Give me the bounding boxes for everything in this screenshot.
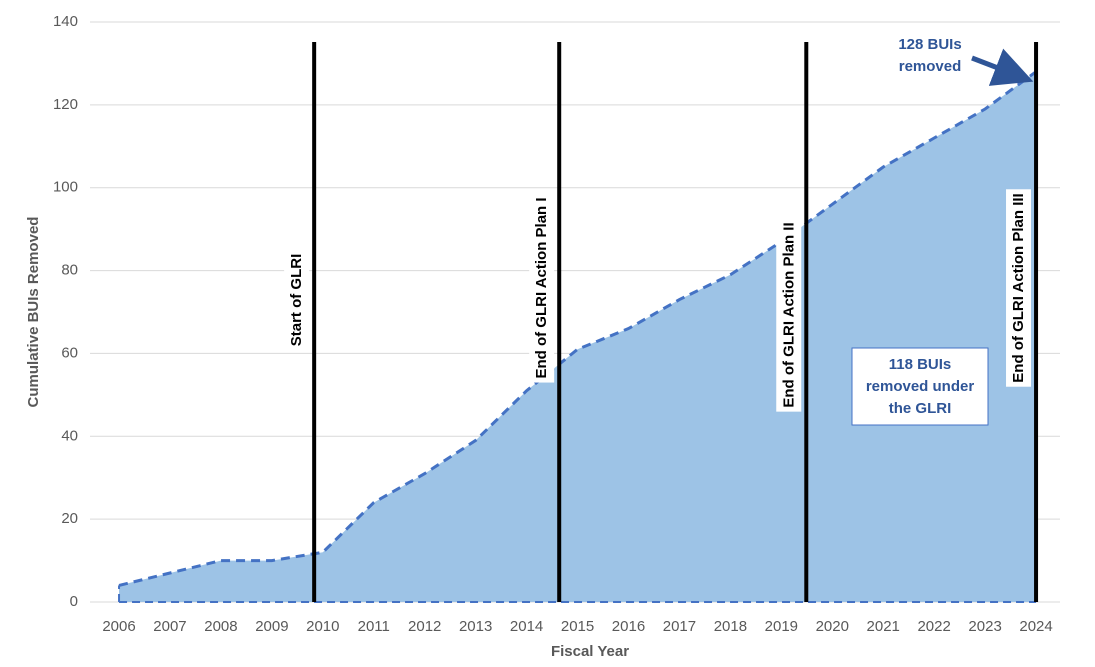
annotation: removed [899,58,962,75]
x-tick-label: 2017 [663,618,696,635]
y-axis-label: Cumulative BUIs Removed [25,217,42,408]
annotation: removed under [866,378,975,395]
x-tick-label: 2021 [867,618,900,635]
x-tick-label: 2010 [306,618,339,635]
annotation-arrow [971,48,1034,86]
annotation-box [851,347,989,426]
y-tick-label: 20 [61,510,78,527]
y-tick-label: 60 [61,344,78,361]
event-label: Start of GLRI [284,249,310,351]
event-label-text: Start of GLRI [288,254,305,347]
x-tick-label: 2014 [510,618,543,635]
x-tick-label: 2023 [968,618,1001,635]
event-label: End of GLRI Action Plan III [1006,189,1032,387]
y-tick-label: 120 [53,96,78,113]
x-tick-label: 2007 [153,618,186,635]
event-label-bg [284,249,310,351]
x-tick-label: 2013 [459,618,492,635]
area-fill [119,71,1037,602]
x-tick-label: 2020 [816,618,849,635]
event-label-bg [776,218,802,412]
x-axis-label: Fiscal Year [551,643,629,660]
annotation: 118 BUIs [889,356,952,373]
x-tick-label: 2009 [255,618,288,635]
x-tick-label: 2019 [765,618,798,635]
y-tick-label: 100 [53,179,78,196]
event-label: End of GLRI Action Plan II [776,218,802,412]
x-tick-label: 2024 [1019,618,1052,635]
annotation: 128 BUIs [898,36,961,53]
x-tick-label: 2018 [714,618,747,635]
x-tick-label: 2008 [204,618,237,635]
y-tick-label: 140 [53,13,78,30]
event-label-bg [529,193,555,383]
y-tick-label: 40 [61,427,78,444]
area-line [118,70,1037,587]
y-tick-label: 80 [61,262,78,279]
event-label-text: End of GLRI Action Plan I [533,197,550,378]
y-tick-label: 0 [70,593,78,610]
x-tick-label: 2022 [917,618,950,635]
x-tick-label: 2006 [102,618,135,635]
event-label-bg [1006,189,1032,387]
annotation: the GLRI [889,400,952,417]
x-tick-label: 2016 [612,618,645,635]
event-label-text: End of GLRI Action Plan II [780,222,797,407]
event-label-text: End of GLRI Action Plan III [1010,193,1027,382]
x-tick-label: 2015 [561,618,594,635]
x-tick-label: 2011 [358,618,390,635]
x-tick-label: 2012 [408,618,441,635]
event-label: End of GLRI Action Plan I [529,193,555,383]
